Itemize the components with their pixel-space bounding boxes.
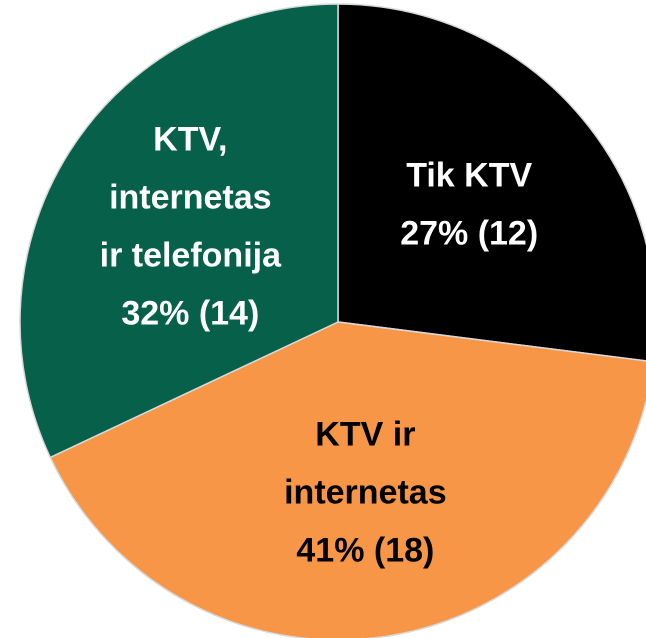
slice-label: KTV, (153, 120, 227, 158)
value-label: 32% (14) (121, 294, 259, 332)
slice-label: KTV ir (315, 416, 415, 454)
value-label: 41% (18) (296, 532, 434, 570)
value-label: 27% (12) (400, 214, 538, 252)
slice-label: ir telefonija (100, 236, 282, 274)
pie-slice (337, 3, 646, 362)
slice-label: Tik KTV (406, 156, 532, 194)
slice-label: internetas (284, 474, 447, 512)
pie-slice (19, 3, 339, 459)
pie-slice (49, 321, 646, 638)
slice-label: internetas (109, 178, 272, 216)
